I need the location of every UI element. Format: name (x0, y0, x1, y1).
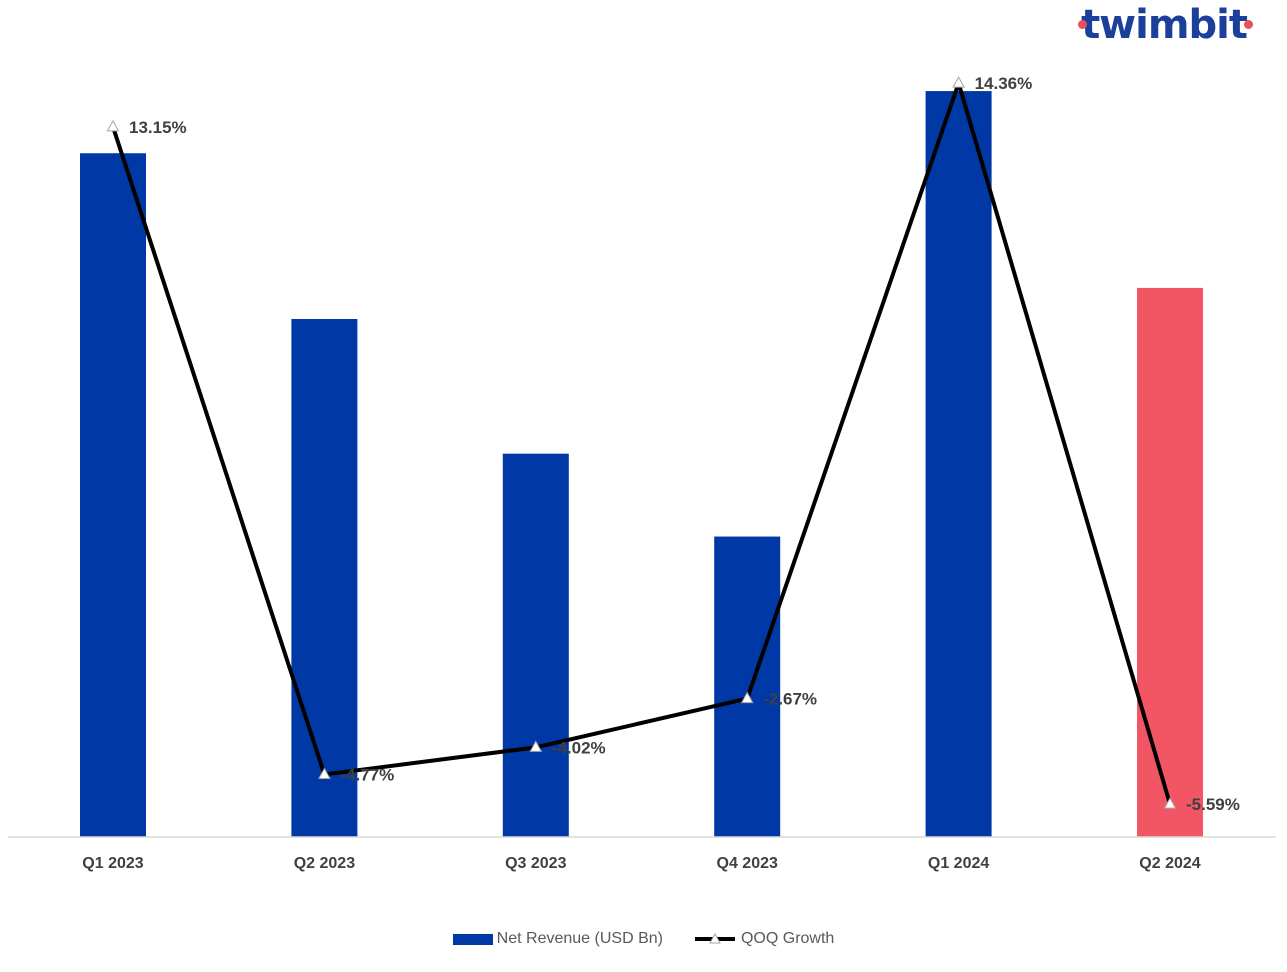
logo-dot-left (1078, 20, 1088, 29)
revenue-bar-4 (714, 536, 781, 837)
legend-bar-swatch (452, 933, 493, 945)
revenue-bar-2 (291, 319, 358, 837)
twimbit-logo: twimbit (1078, 2, 1253, 48)
revenue-bar-5 (925, 91, 992, 837)
bar-series (80, 91, 1203, 838)
growth-data-label-5: 14.36% (975, 74, 1033, 93)
growth-data-label-4: -2.67% (763, 690, 817, 709)
legend-item-growth: QOQ Growth (693, 930, 834, 948)
growth-line-series (106, 76, 1177, 809)
x-tick-label-5: Q1 2024 (928, 855, 989, 872)
revenue-bar-1 (80, 153, 146, 838)
x-tick-label-3: Q3 2023 (505, 855, 566, 872)
growth-marker-1 (106, 119, 120, 132)
legend-label-growth: QOQ Growth (740, 930, 835, 947)
growth-line (111, 76, 1172, 805)
x-tick-label-2: Q2 2023 (294, 855, 355, 872)
logo-dot-right (1244, 20, 1253, 29)
x-tick-label-1: Q1 2023 (82, 855, 143, 872)
revenue-bar-3 (502, 453, 569, 837)
growth-marker-4 (740, 691, 754, 704)
growth-data-label-1: 13.15% (129, 118, 187, 137)
revenue-bar-6 (1137, 287, 1203, 837)
legend-label-revenue: Net Revenue (USD Bn) (496, 930, 663, 947)
legend-item-revenue: Net Revenue (USD Bn) (452, 930, 663, 948)
logo-text: twimbit (1081, 2, 1248, 48)
growth-data-label-2: -4.77% (340, 765, 394, 784)
growth-marker-3 (529, 740, 543, 752)
growth-marker-5 (952, 76, 965, 88)
growth-marker-6 (1163, 797, 1177, 809)
x-tick-label-4: Q4 2023 (717, 855, 778, 872)
x-tick-label-6: Q2 2024 (1139, 855, 1200, 872)
growth-marker-2 (318, 767, 331, 779)
growth-data-label-6: -5.59% (1186, 795, 1240, 814)
x-axis-ticks: Q1 2023 Q2 2023 Q3 2023 Q4 2023 Q1 2024 Q2 20… (82, 855, 1200, 872)
legend-line-swatch (694, 932, 735, 944)
chart-legend: Net Revenue (USD Bn) QOQ Growth (0, 930, 1287, 948)
growth-data-label-3: -4.02% (552, 738, 606, 757)
growth-data-labels: 13.15% -4.77% -4.02% -2.67% 14.36% -5.59% (129, 74, 1240, 814)
